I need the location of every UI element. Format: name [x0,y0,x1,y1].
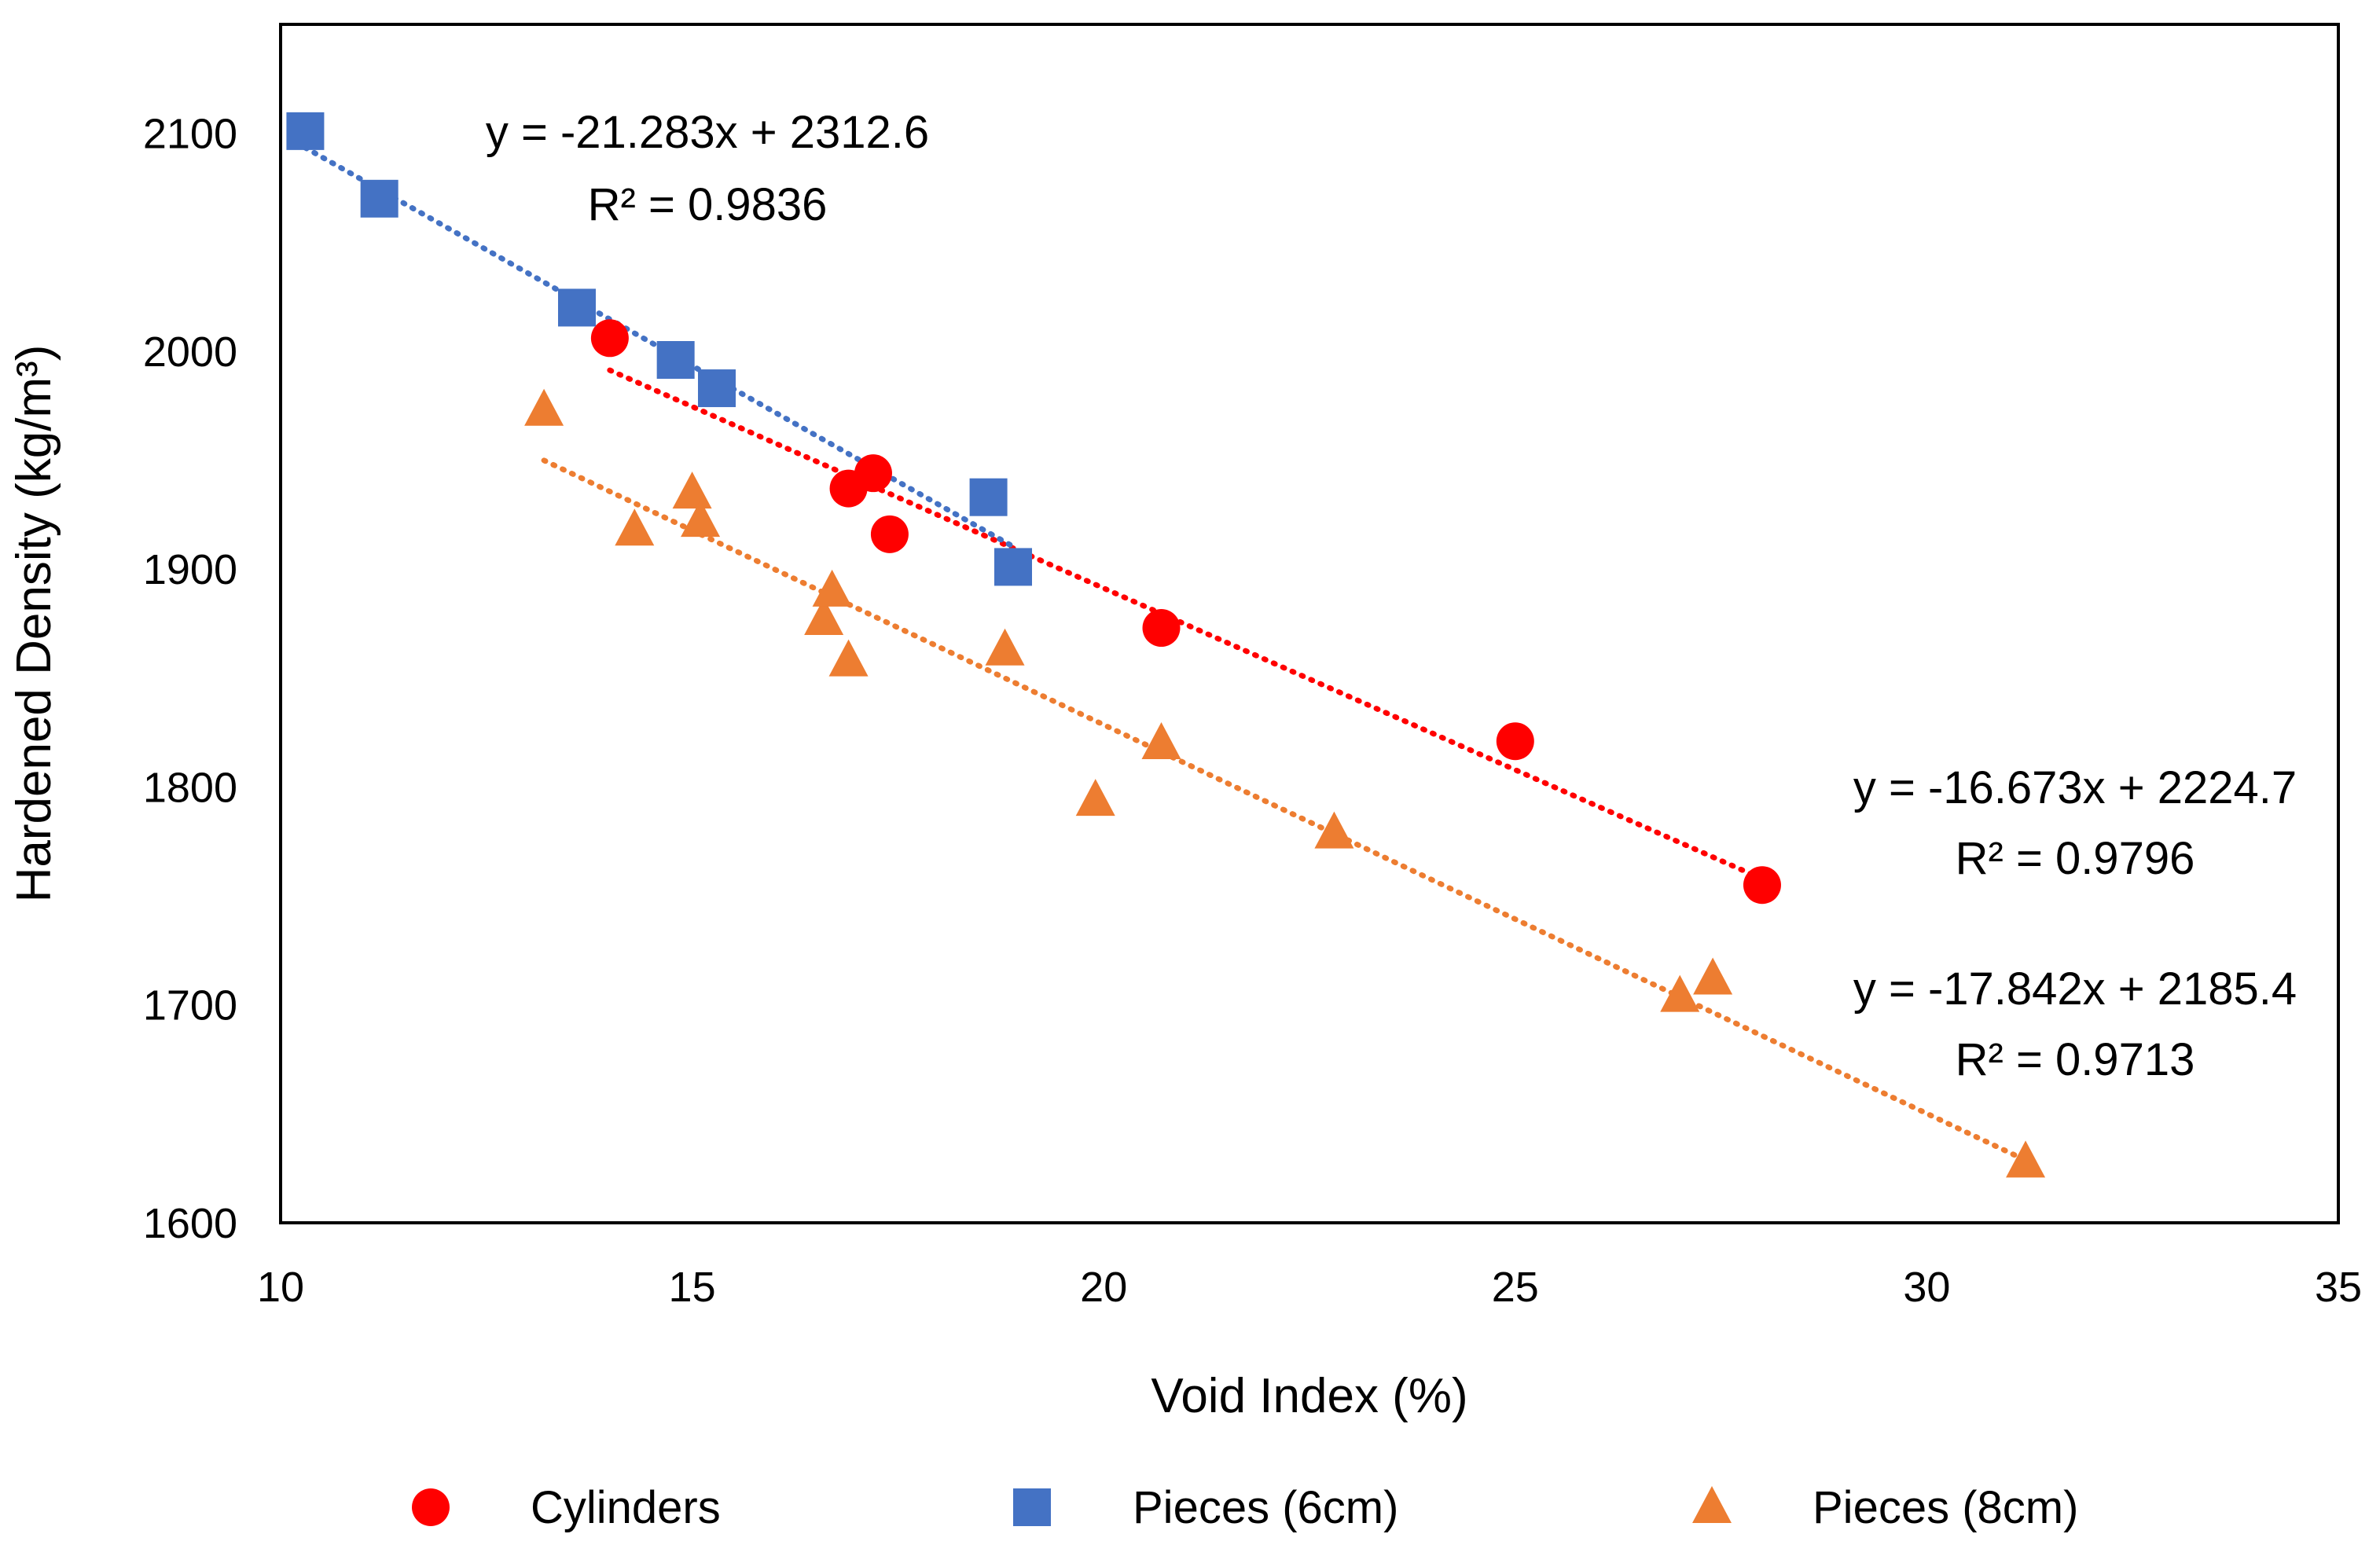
pieces-8cm-trendline [541,457,2029,1163]
legend-label-pieces-6cm: Pieces (6cm) [1133,1482,1398,1533]
y-tick-label: 1700 [143,982,237,1029]
pieces-8cm-data-point [1314,811,1354,849]
plot-area-border [279,23,2340,1224]
pieces-6cm-data-point [656,341,695,379]
pieces-8cm-data-point [1141,722,1181,759]
x-tick-label: 25 [1492,1264,1539,1311]
pieces-8cm-equation-label: y = -17.842x + 2185.4 [1853,963,2297,1015]
legend-label-cylinders: Cylinders [531,1482,721,1533]
y-tick-label: 1800 [143,764,237,811]
x-tick-label: 15 [669,1264,716,1311]
pieces-8cm-data-point [524,388,564,426]
cylinders-data-point [1496,722,1534,761]
pieces-8cm-data-point [672,472,712,509]
y-axis-title: Hardened Density (kg/m³) [7,345,61,903]
pieces-8cm-data-point [985,628,1025,666]
pieces-6cm-data-point [286,112,325,150]
pieces-6cm-data-point [557,288,596,327]
pieces-8cm-data-point [1693,957,1733,995]
legend-label-pieces-8cm: Pieces (8cm) [1813,1482,2078,1533]
y-tick-label: 2100 [143,111,237,158]
legend-triangle-marker-icon [1692,1486,1732,1523]
y-tick-label: 1900 [143,546,237,593]
pieces-6cm-data-point [698,369,736,408]
pieces-8cm-data-point [828,639,869,677]
pieces-8cm-data-point [2006,1140,2046,1178]
pieces-8cm-data-point [812,569,852,607]
y-axis-ticks: 1600 1700 1800 1900 2000 2100 [143,111,237,1247]
pieces-6cm-equation-label: y = -21.283x + 2312.6 [486,107,929,158]
legend-circle-icon [412,1488,450,1526]
legend-circle-marker-icon [412,1488,450,1526]
cylinders-data-point [1142,609,1181,648]
pieces-8cm-data-point [1660,974,1700,1012]
x-axis-ticks: 10 15 20 25 30 35 [257,1264,2362,1311]
data-points [286,112,2046,1178]
legend: Cylinders Pieces (6cm) Pieces (8cm) [412,1482,2078,1533]
pieces-8cm-data-point [1075,779,1115,817]
legend-triangle-icon [1692,1486,1732,1523]
x-axis-title: Void Index (%) [1151,1369,1467,1423]
cylinders-data-point [590,319,629,358]
y-tick-label: 2000 [143,328,237,376]
y-tick-label: 1600 [143,1200,237,1247]
pieces-8cm-data-point [615,508,655,546]
pieces-6cm-r2-label: R² = 0.9836 [588,179,828,230]
cylinders-data-point [870,515,909,553]
cylinders-r2-label: R² = 0.9796 [1956,833,2195,884]
pieces-6cm-data-point [994,548,1033,586]
pieces-8cm-data-point [804,597,844,635]
cylinders-data-point [1743,866,1781,905]
legend-square-icon [1013,1488,1051,1526]
x-tick-label: 35 [2315,1264,2362,1311]
cylinders-data-point [854,454,892,493]
cylinders-equation-label: y = -16.673x + 2224.7 [1853,762,2297,813]
pieces-6cm-data-point [360,179,399,218]
pieces-8cm-r2-label: R² = 0.9713 [1956,1034,2195,1085]
x-tick-label: 10 [257,1264,304,1311]
x-tick-label: 30 [1903,1264,1950,1311]
pieces-8cm-data-point [681,500,721,538]
x-tick-label: 20 [1080,1264,1127,1311]
legend-square-marker-icon [1013,1488,1051,1526]
pieces-6cm-data-point [969,478,1008,516]
